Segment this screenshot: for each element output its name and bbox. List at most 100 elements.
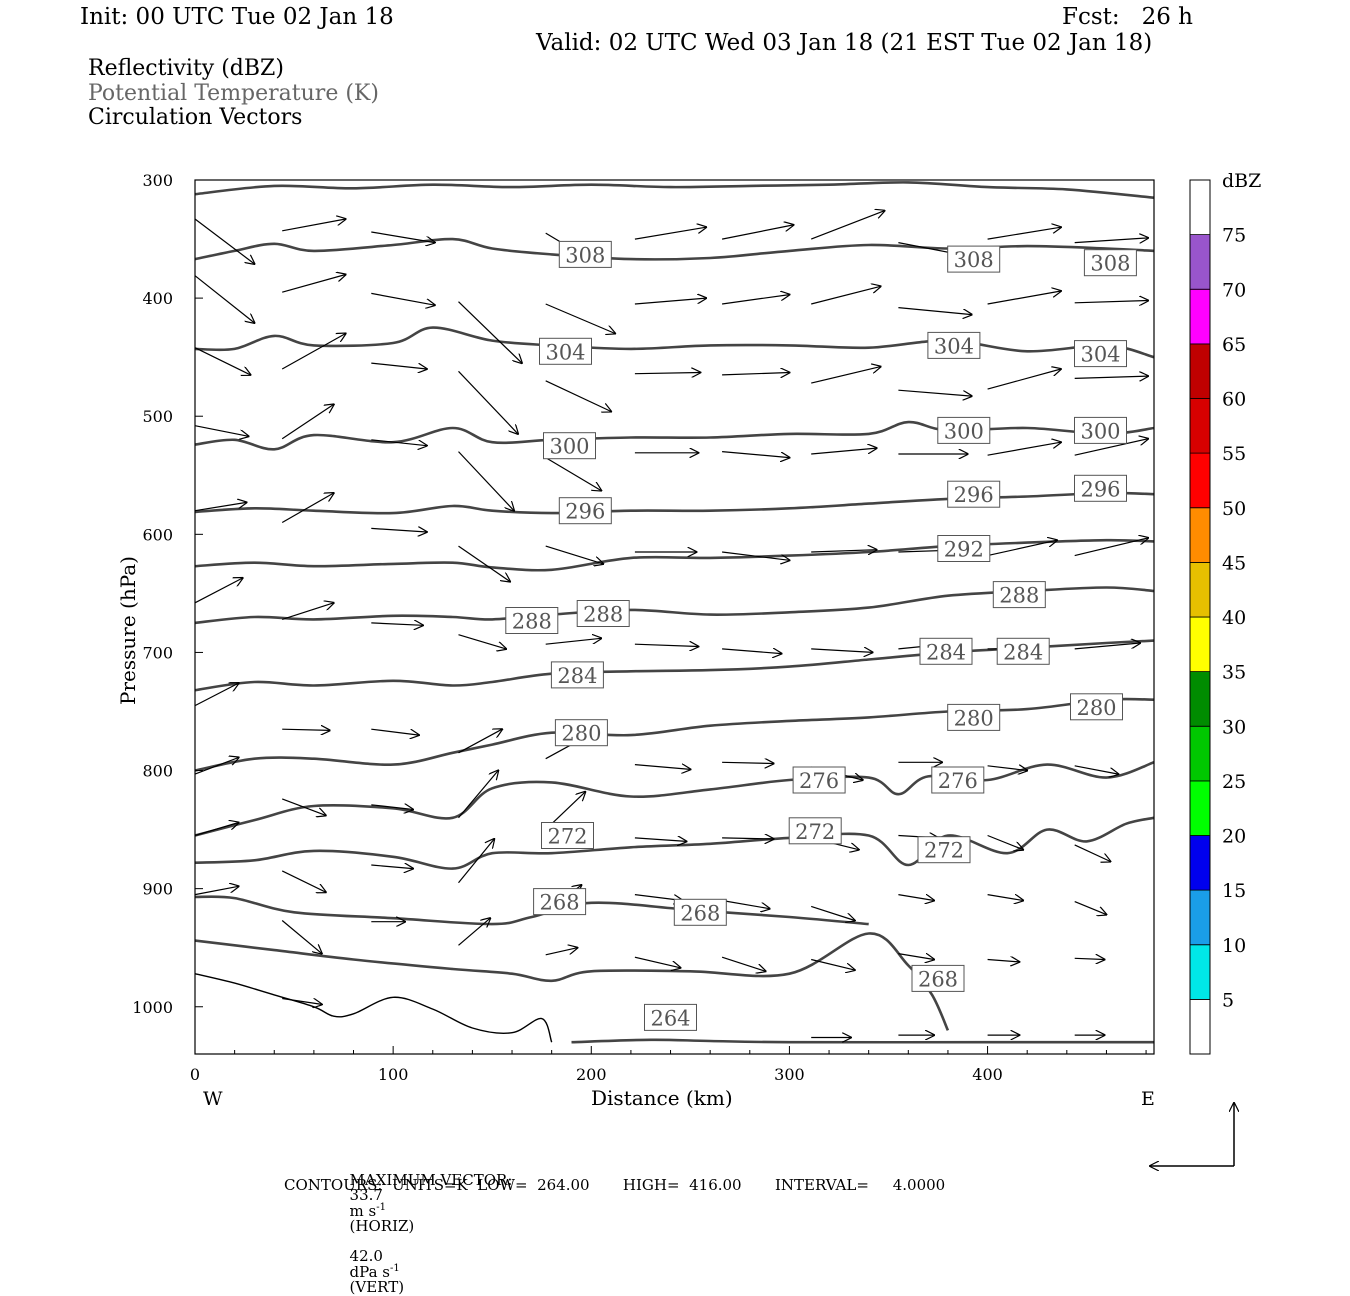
legend-theta: Potential Temperature (K) bbox=[88, 81, 379, 106]
circulation-vector bbox=[371, 623, 423, 625]
contour-label-box bbox=[576, 600, 630, 627]
circulation-vector bbox=[1074, 439, 1148, 456]
contour-label: 304 bbox=[927, 331, 981, 359]
y-axis-label: Pressure (hPa) bbox=[116, 556, 140, 705]
contour-label-text: 280 bbox=[561, 722, 601, 746]
contour-label-text: 268 bbox=[918, 967, 958, 991]
colorbar-bin bbox=[1189, 343, 1211, 399]
contour-label: 288 bbox=[576, 600, 630, 627]
theta-contour-312 bbox=[194, 181, 1155, 199]
colorbar-bin bbox=[1189, 616, 1211, 672]
colorbar-bin bbox=[1189, 179, 1211, 235]
circulation-vector bbox=[458, 729, 503, 754]
x-end-label-west: W bbox=[203, 1088, 223, 1110]
circulation-vector bbox=[458, 634, 507, 649]
circulation-vector bbox=[811, 905, 855, 920]
colorbar-tick-label: 20 bbox=[1222, 826, 1246, 848]
colorbar-bin bbox=[1189, 999, 1211, 1055]
contour-label-box bbox=[788, 817, 842, 845]
y-tick-label: 300 bbox=[142, 171, 173, 190]
legend-reflectivity: Reflectivity (dBZ) bbox=[88, 56, 284, 81]
circulation-vector bbox=[634, 298, 706, 305]
contour-label-text: 264 bbox=[650, 1006, 690, 1030]
circulation-vector bbox=[458, 771, 499, 819]
legend-vectors: Circulation Vectors bbox=[88, 105, 303, 130]
colorbar-tick-label: 5 bbox=[1222, 989, 1234, 1011]
circulation-vector bbox=[545, 303, 615, 334]
circulation-vector bbox=[987, 766, 1028, 771]
contour-label-text: 284 bbox=[1003, 640, 1043, 664]
circulation-vector bbox=[194, 758, 239, 775]
contour-label: 272 bbox=[541, 822, 594, 849]
circulation-vector bbox=[371, 439, 427, 446]
contour-label-text: 296 bbox=[565, 500, 605, 524]
contour-label: 272 bbox=[788, 817, 842, 845]
contour-label-box bbox=[1074, 474, 1127, 502]
x-axis-label: Distance (km) bbox=[591, 1086, 733, 1110]
circulation-vector bbox=[194, 823, 239, 837]
max-vector-horiz: 33.7 bbox=[349, 1186, 383, 1204]
contour-label-text: 284 bbox=[926, 640, 966, 664]
colorbar-bin bbox=[1189, 671, 1211, 727]
contour-label-text: 280 bbox=[954, 706, 994, 730]
circulation-vector bbox=[811, 958, 855, 971]
contour-label-box bbox=[1070, 693, 1123, 721]
contour-label: 268 bbox=[673, 898, 727, 926]
contour-label: 304 bbox=[539, 337, 592, 365]
colorbar-tick-label: 65 bbox=[1222, 334, 1246, 356]
circulation-vector bbox=[371, 231, 435, 243]
contour-label: 296 bbox=[1074, 474, 1127, 502]
contour-label-box bbox=[550, 661, 604, 689]
circulation-vector bbox=[545, 638, 602, 645]
contour-label: 272 bbox=[917, 836, 971, 864]
circulation-vector bbox=[898, 307, 971, 315]
circulation-vector bbox=[634, 644, 698, 646]
circulation-vector bbox=[545, 457, 602, 491]
plot-frame bbox=[194, 179, 1155, 1055]
circulation-vector bbox=[458, 301, 522, 363]
theta-contour-272 bbox=[194, 816, 1155, 870]
contour-label-text: 272 bbox=[547, 825, 587, 849]
circulation-vector bbox=[634, 838, 687, 842]
contour-label-text: 268 bbox=[540, 891, 580, 915]
colorbar-tick-label: 50 bbox=[1222, 498, 1246, 520]
circulation-vector bbox=[634, 765, 691, 770]
x-tick-label: 300 bbox=[774, 1065, 805, 1084]
contour-label-text: 272 bbox=[795, 820, 835, 844]
circulation-vector bbox=[987, 960, 1020, 962]
contour-label-box bbox=[919, 637, 973, 665]
circulation-vector bbox=[898, 953, 934, 960]
contour-label: 304 bbox=[1074, 340, 1127, 368]
contour-label: 268 bbox=[533, 888, 587, 916]
circulation-vector bbox=[545, 948, 578, 956]
circulation-vector bbox=[722, 551, 789, 560]
colorbar-tick-label: 15 bbox=[1222, 880, 1246, 902]
contour-label-box bbox=[917, 836, 971, 864]
theta-contour-280 bbox=[194, 697, 1155, 772]
circulation-vector bbox=[371, 528, 427, 532]
contour-label: 284 bbox=[996, 637, 1050, 665]
contour-label-text: 304 bbox=[934, 334, 974, 358]
circulation-vector bbox=[458, 370, 519, 434]
contour-label: 292 bbox=[937, 535, 991, 562]
contour-label: 308 bbox=[1083, 249, 1137, 277]
contour-label-text: 304 bbox=[1080, 343, 1120, 367]
colorbar-bin bbox=[1189, 507, 1211, 563]
circulation-vector bbox=[194, 578, 243, 604]
init-time: Init: 00 UTC Tue 02 Jan 18 bbox=[80, 4, 394, 30]
circulation-vector bbox=[458, 839, 495, 884]
contour-label: 280 bbox=[947, 703, 1001, 731]
x-end-label-east: E bbox=[1141, 1088, 1155, 1110]
circulation-vector bbox=[281, 493, 334, 524]
contour-label-box bbox=[927, 331, 981, 359]
contour-label-text: 276 bbox=[799, 769, 839, 793]
theta-contour-264 bbox=[571, 1038, 1154, 1044]
contour-label-text: 300 bbox=[549, 435, 589, 459]
contour-label-box bbox=[539, 337, 592, 365]
contour-label: 300 bbox=[937, 416, 991, 444]
circulation-vector bbox=[371, 805, 413, 810]
contour-label-box bbox=[505, 607, 559, 634]
circulation-vector bbox=[634, 227, 706, 240]
theta-contour-296 bbox=[194, 491, 1155, 515]
